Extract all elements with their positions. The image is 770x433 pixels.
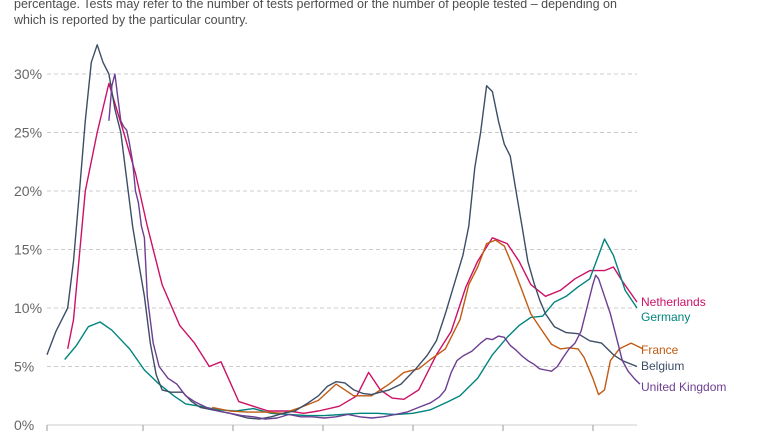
legend-label-germany[interactable]: Germany (641, 310, 690, 324)
grid (47, 73, 637, 426)
series-lines (46, 44, 644, 420)
y-tick-label: 25% (14, 125, 42, 141)
chart-note: percentage. Tests may refer to the numbe… (14, 0, 754, 28)
chart-note-line-1: percentage. Tests may refer to the numbe… (14, 0, 617, 11)
series-line-united-kingdom (108, 73, 641, 420)
series-line-germany (64, 238, 638, 417)
y-tick-label: 10% (14, 300, 42, 316)
y-tick-label: 15% (14, 242, 42, 258)
legend-label-belgium[interactable]: Belgium (641, 359, 684, 373)
legend-label-united-kingdom[interactable]: United Kingdom (641, 380, 726, 394)
series-line-netherlands (67, 82, 638, 414)
y-tick-label: 20% (14, 183, 42, 199)
y-tick-label: 0% (14, 417, 34, 433)
legend-label-netherlands[interactable]: Netherlands (641, 295, 706, 309)
series-line-belgium (46, 44, 638, 420)
legend-label-france[interactable]: France (641, 343, 679, 357)
chart-note-line-2: which is reported by the particular coun… (14, 13, 248, 27)
series-line-france (212, 239, 644, 414)
y-axis-ticks: 0% 5% 10% 15% 20% 25% 30% (14, 66, 594, 433)
y-tick-label: 30% (14, 66, 42, 82)
y-tick-label: 5% (14, 359, 34, 375)
